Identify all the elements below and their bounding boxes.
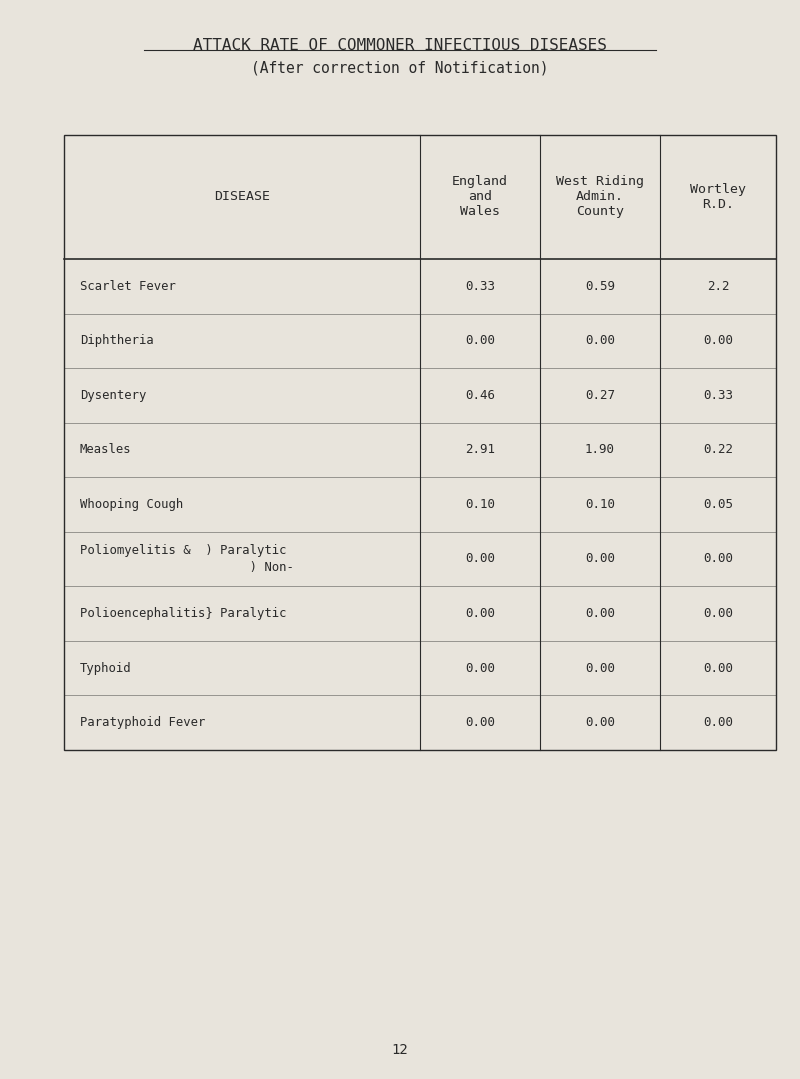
Text: Whooping Cough: Whooping Cough	[80, 497, 183, 511]
Text: 0.00: 0.00	[703, 552, 733, 565]
Text: Poliomyelitis &  ) Paralytic
                       ) Non-: Poliomyelitis & ) Paralytic ) Non-	[80, 544, 294, 574]
Text: Typhoid: Typhoid	[80, 661, 132, 674]
Text: Wortley
R.D.: Wortley R.D.	[690, 183, 746, 210]
Text: 0.00: 0.00	[465, 552, 495, 565]
Text: 0.00: 0.00	[585, 552, 615, 565]
Text: ATTACK RATE OF COMMONER INFECTIOUS DISEASES: ATTACK RATE OF COMMONER INFECTIOUS DISEA…	[193, 38, 607, 53]
Text: Scarlet Fever: Scarlet Fever	[80, 279, 176, 292]
Text: West Riding
Admin.
County: West Riding Admin. County	[556, 176, 644, 218]
Text: 0.00: 0.00	[703, 661, 733, 674]
Text: Paratyphoid Fever: Paratyphoid Fever	[80, 716, 206, 729]
Text: 0.00: 0.00	[585, 661, 615, 674]
Text: 0.00: 0.00	[465, 716, 495, 729]
Text: England
and
Wales: England and Wales	[452, 176, 508, 218]
Text: 0.00: 0.00	[703, 334, 733, 347]
Text: 0.00: 0.00	[703, 607, 733, 620]
Text: 1.90: 1.90	[585, 443, 615, 456]
Text: (After correction of Notification): (After correction of Notification)	[251, 60, 549, 76]
Text: 0.00: 0.00	[703, 716, 733, 729]
Text: 0.00: 0.00	[585, 716, 615, 729]
Text: Measles: Measles	[80, 443, 132, 456]
Text: 0.27: 0.27	[585, 388, 615, 401]
Text: 0.00: 0.00	[585, 607, 615, 620]
Text: 0.59: 0.59	[585, 279, 615, 292]
Text: 2.91: 2.91	[465, 443, 495, 456]
Text: 0.00: 0.00	[585, 334, 615, 347]
Text: 0.00: 0.00	[465, 661, 495, 674]
Text: Dysentery: Dysentery	[80, 388, 146, 401]
Text: 0.22: 0.22	[703, 443, 733, 456]
Text: 0.33: 0.33	[703, 388, 733, 401]
Text: 0.00: 0.00	[465, 334, 495, 347]
Text: Polioencephalitis} Paralytic: Polioencephalitis} Paralytic	[80, 607, 286, 620]
Text: 0.10: 0.10	[465, 497, 495, 511]
Text: 0.10: 0.10	[585, 497, 615, 511]
Text: Diphtheria: Diphtheria	[80, 334, 154, 347]
Text: 0.00: 0.00	[465, 607, 495, 620]
Text: 0.33: 0.33	[465, 279, 495, 292]
Text: 2.2: 2.2	[706, 279, 730, 292]
Text: 0.46: 0.46	[465, 388, 495, 401]
Text: 0.05: 0.05	[703, 497, 733, 511]
Text: 12: 12	[392, 1043, 408, 1057]
Text: DISEASE: DISEASE	[214, 190, 270, 204]
